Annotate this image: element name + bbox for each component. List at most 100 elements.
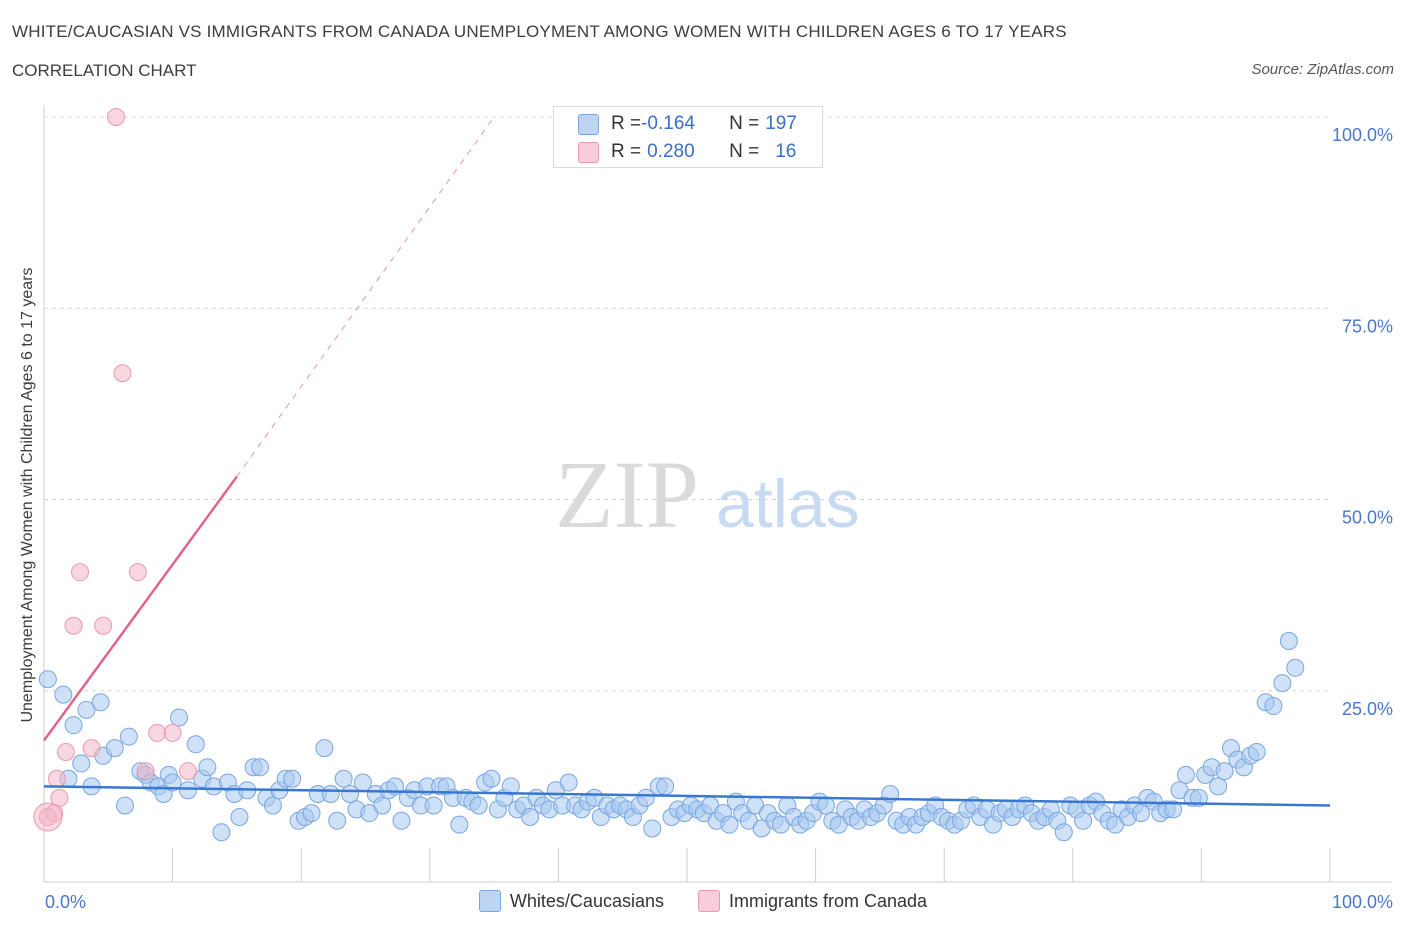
point-canada [148,723,167,742]
point-whites [72,754,91,773]
point-whites [251,758,270,777]
point-canada [56,742,75,761]
point-whites [636,788,655,807]
point-whites [469,796,488,815]
legend-item-canada[interactable]: Immigrants from Canada [698,890,927,912]
point-whites [501,777,520,796]
point-whites [179,781,198,800]
trend-lines [42,116,1331,807]
stats-row-whites: R = -0.164 N = 197 [578,111,797,137]
chart-subtitle: CORRELATION CHART [12,61,197,80]
point-canada [107,108,126,126]
y-tick-label: 75.0% [1342,316,1393,336]
point-whites [1279,632,1298,651]
point-canada [50,788,69,807]
legend-label-canada: Immigrants from Canada [729,890,928,911]
x-tick-label: 100.0% [1332,892,1393,912]
point-whites [450,815,469,834]
point-whites [1054,823,1073,842]
point-canada [113,364,132,383]
y-tick-labels: 100.0% 75.0% 50.0% 25.0% [1332,125,1393,719]
point-whites [64,716,83,735]
point-canada [47,769,66,788]
y-tick-label: 25.0% [1342,699,1393,719]
point-whites [91,693,110,712]
point-whites [1131,804,1150,823]
point-whites [230,807,249,826]
point-canada [163,723,182,742]
point-canada [71,563,90,582]
point-whites [116,796,135,815]
point-whites [163,773,182,792]
point-whites [559,773,578,792]
point-whites [105,739,124,758]
point-canada [64,616,83,635]
trend-line-whites [43,785,1331,807]
y-tick-label: 100.0% [1332,125,1393,145]
point-whites [283,769,302,788]
point-whites [186,735,205,754]
stats-row-canada: R = 0.280 N = 16 [578,139,796,165]
chart-title: WHITE/CAUCASIAN VS IMMIGRANTS FROM CANAD… [12,22,1067,41]
point-canada [128,563,147,582]
point-whites [424,796,443,815]
bottom-legend: Whites/Caucasians Immigrants from Canada [0,890,1406,912]
legend-label-whites: Whites/Caucasians [509,890,664,911]
point-whites [1273,674,1292,693]
point-whites [1264,697,1283,716]
point-whites [315,739,334,758]
trend-line-canada [42,475,238,742]
point-whites [198,758,217,777]
point-whites [482,769,501,788]
n-label: N = [729,113,760,134]
x-tick-label: 0.0% [45,892,86,912]
point-whites [1176,765,1195,784]
point-whites [720,815,739,834]
point-whites [38,670,57,689]
point-whites [334,769,353,788]
x-tick-labels: 0.0% 100.0% [45,892,1393,912]
n-label: N = [729,141,760,162]
point-whites [392,811,411,830]
point-whites [656,777,675,796]
legend-swatch-canada [698,890,720,912]
legend-swatch-whites [478,890,501,912]
point-whites [212,823,231,842]
point-canada [136,762,155,781]
point-whites [1189,788,1208,807]
point-whites [643,819,662,838]
canada-swatch [578,141,599,163]
trend-line-canada-extension [236,116,495,477]
point-canada [82,739,101,758]
point-whites [1247,742,1266,761]
point-whites [119,727,138,746]
point-whites [77,700,96,719]
r-value: -0.164 [641,113,695,134]
watermark-zip: ZIP [555,441,699,548]
y-tick-label: 50.0% [1342,508,1393,528]
data-points [33,108,1305,842]
point-canada [179,762,198,781]
point-whites [263,796,282,815]
watermark-atlas: atlas [716,466,860,542]
legend-item-whites[interactable]: Whites/Caucasians [478,890,664,912]
r-value: 0.280 [647,141,695,162]
point-whites [302,804,321,823]
point-whites [328,811,347,830]
point-whites [816,796,835,815]
n-value: 197 [765,113,797,134]
point-whites [521,807,540,826]
r-label: R = [611,141,642,162]
point-whites [1215,762,1234,781]
n-value: 16 [775,141,797,162]
point-whites [1286,658,1305,677]
axes [43,105,1392,883]
point-canada [94,616,113,635]
point-whites [1074,811,1093,830]
point-whites [1209,777,1228,796]
whites-swatch [578,113,599,135]
point-whites [373,796,392,815]
point-whites [1164,800,1183,819]
chart-source: Source: ZipAtlas.com [1251,61,1394,78]
r-label: R = [611,113,642,134]
